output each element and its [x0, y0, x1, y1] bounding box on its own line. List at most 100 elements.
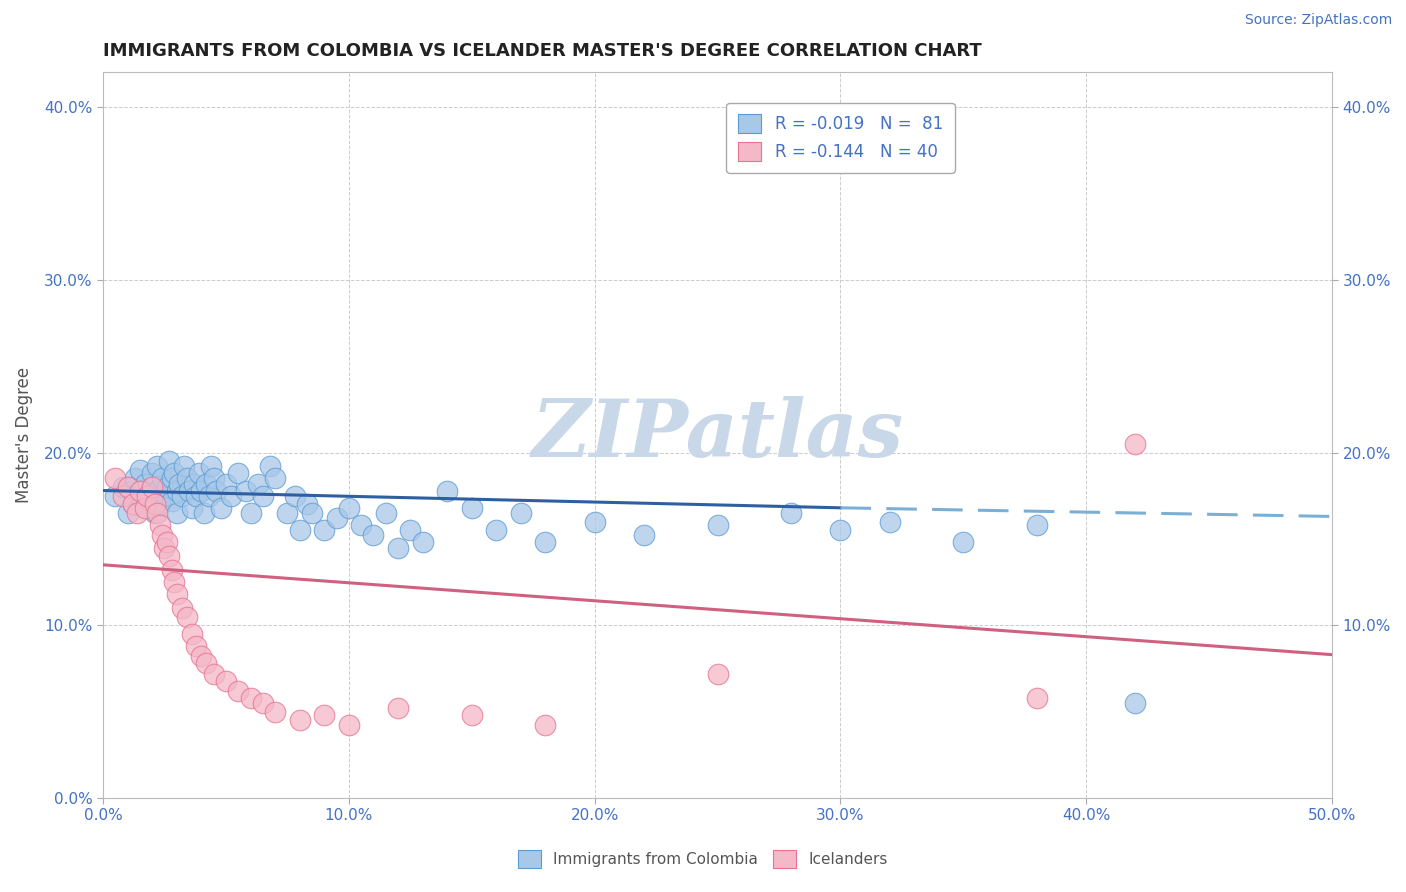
Point	[436, 483, 458, 498]
Point	[284, 489, 307, 503]
Point	[166, 587, 188, 601]
Point	[197, 489, 219, 503]
Point	[146, 506, 169, 520]
Point	[387, 701, 409, 715]
Point	[485, 523, 508, 537]
Point	[239, 690, 262, 705]
Point	[952, 535, 974, 549]
Point	[104, 489, 127, 503]
Point	[117, 480, 139, 494]
Point	[111, 489, 134, 503]
Point	[117, 480, 139, 494]
Point	[1026, 518, 1049, 533]
Point	[252, 489, 274, 503]
Point	[129, 489, 152, 503]
Point	[153, 489, 176, 503]
Point	[534, 718, 557, 732]
Point	[136, 489, 159, 503]
Point	[180, 500, 202, 515]
Point	[246, 476, 269, 491]
Point	[1125, 696, 1147, 710]
Point	[374, 506, 396, 520]
Point	[153, 541, 176, 555]
Text: Source: ZipAtlas.com: Source: ZipAtlas.com	[1244, 13, 1392, 28]
Point	[163, 575, 186, 590]
Point	[170, 601, 193, 615]
Point	[134, 500, 156, 515]
Point	[235, 483, 257, 498]
Point	[173, 459, 195, 474]
Point	[288, 523, 311, 537]
Point	[252, 696, 274, 710]
Point	[325, 511, 347, 525]
Point	[134, 476, 156, 491]
Point	[195, 476, 218, 491]
Point	[830, 523, 852, 537]
Legend: Immigrants from Colombia, Icelanders: Immigrants from Colombia, Icelanders	[510, 843, 896, 875]
Point	[186, 639, 208, 653]
Point	[202, 666, 225, 681]
Point	[387, 541, 409, 555]
Point	[215, 673, 238, 688]
Point	[180, 627, 202, 641]
Point	[399, 523, 422, 537]
Point	[190, 649, 212, 664]
Point	[1026, 690, 1049, 705]
Point	[183, 476, 205, 491]
Point	[879, 515, 901, 529]
Point	[177, 483, 200, 498]
Point	[146, 483, 169, 498]
Point	[314, 523, 336, 537]
Point	[633, 528, 655, 542]
Point	[209, 500, 232, 515]
Point	[131, 483, 153, 498]
Point	[117, 506, 139, 520]
Point	[195, 657, 218, 671]
Point	[200, 459, 222, 474]
Text: IMMIGRANTS FROM COLOMBIA VS ICELANDER MASTER'S DEGREE CORRELATION CHART: IMMIGRANTS FROM COLOMBIA VS ICELANDER MA…	[103, 42, 981, 60]
Point	[150, 471, 173, 485]
Point	[186, 489, 208, 503]
Point	[146, 459, 169, 474]
Point	[288, 714, 311, 728]
Point	[187, 467, 209, 481]
Point	[276, 506, 298, 520]
Point	[706, 518, 728, 533]
Point	[166, 506, 188, 520]
Point	[226, 467, 249, 481]
Point	[461, 708, 484, 723]
Point	[160, 563, 183, 577]
Point	[156, 480, 179, 494]
Point	[264, 705, 287, 719]
Point	[259, 459, 281, 474]
Point	[121, 497, 143, 511]
Point	[534, 535, 557, 549]
Point	[136, 494, 159, 508]
Point	[337, 718, 360, 732]
Point	[121, 497, 143, 511]
Point	[157, 549, 180, 564]
Point	[202, 471, 225, 485]
Point	[205, 483, 228, 498]
Point	[301, 506, 323, 520]
Point	[148, 518, 170, 533]
Point	[412, 535, 434, 549]
Point	[138, 500, 160, 515]
Point	[166, 483, 188, 498]
Point	[509, 506, 531, 520]
Point	[350, 518, 373, 533]
Point	[104, 471, 127, 485]
Point	[219, 489, 242, 503]
Point	[160, 471, 183, 485]
Point	[111, 480, 134, 494]
Point	[127, 506, 149, 520]
Y-axis label: Master's Degree: Master's Degree	[15, 368, 32, 503]
Point	[190, 483, 212, 498]
Point	[1125, 437, 1147, 451]
Point	[363, 528, 385, 542]
Point	[780, 506, 803, 520]
Point	[150, 528, 173, 542]
Point	[226, 684, 249, 698]
Point	[337, 500, 360, 515]
Point	[239, 506, 262, 520]
